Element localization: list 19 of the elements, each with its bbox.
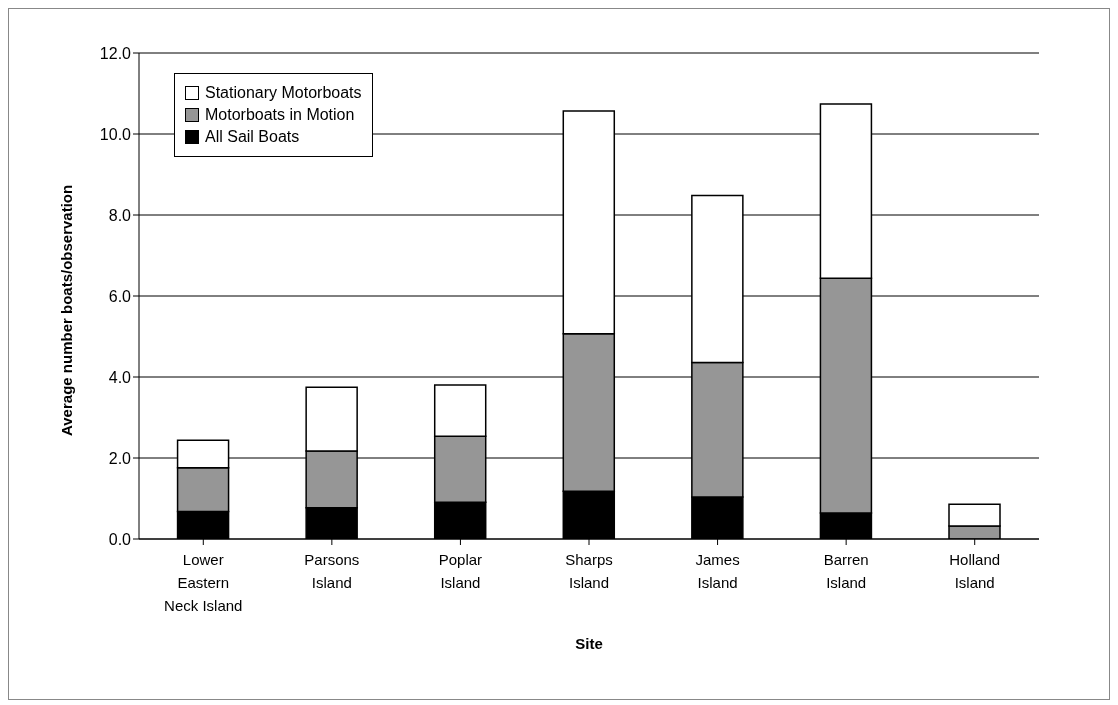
x-tick-label: Barren Island [823,551,869,591]
x-axis-title: Site [575,635,603,652]
legend-label: All Sail Boats [205,128,300,146]
x-tick-label: Holland Island [949,551,1001,591]
y-axis-title: Average number boats/observation [58,184,76,436]
y-tick-label: 10.0 [99,125,132,143]
x-tick-label: Poplar Island [438,551,483,591]
y-tick-label: 0.0 [108,530,132,548]
y-tick-label: 12.0 [99,44,132,62]
x-tick-label: Sharps Island [565,551,613,591]
x-tick-label: Lower Eastern Neck Island [164,551,243,614]
legend-label: Stationary Motorboats [205,84,362,102]
y-tick-label: 8.0 [108,206,132,224]
x-tick-label: Parsons Island [304,551,360,591]
x-tick-label: James Island [695,551,740,591]
legend-label: Motorboats in Motion [205,106,355,124]
y-tick-label: 6.0 [108,287,132,305]
y-tick-label: 4.0 [108,368,132,386]
y-tick-label: 2.0 [108,449,132,467]
